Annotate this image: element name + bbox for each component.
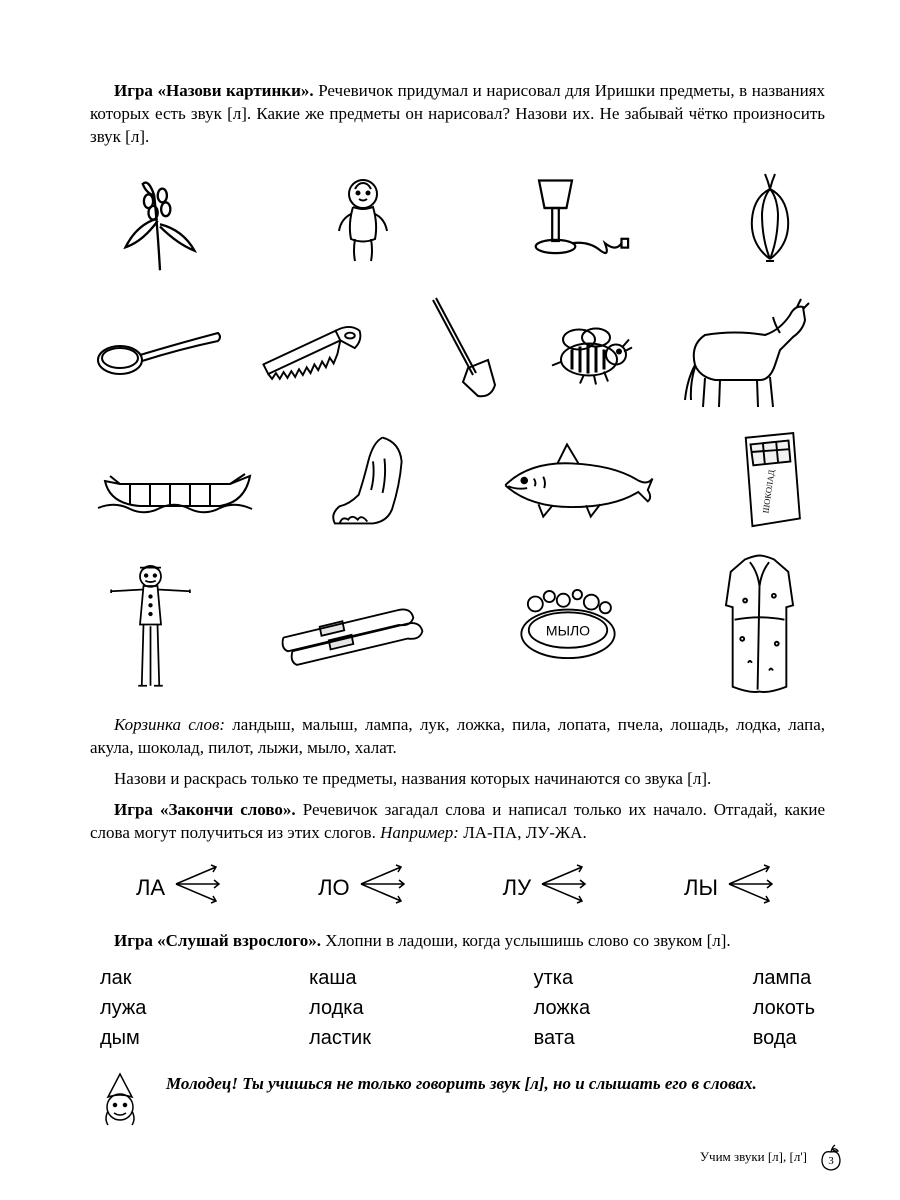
saw-icon — [246, 300, 376, 400]
game2-example: ЛА-ПА, ЛУ-ЖА. — [459, 823, 587, 842]
game2-example-label: Например: — [380, 823, 459, 842]
game2-title: Игра «Закончи слово». — [114, 800, 296, 819]
picture-row-3: ШОКОЛАД — [90, 421, 825, 541]
svg-text:3: 3 — [828, 1155, 834, 1167]
game3-title: Игра «Слушай взрослого». — [114, 931, 321, 950]
word-col-1: лак лужа дым — [100, 963, 146, 1053]
game1-title: Игра «Назови картинки». — [114, 81, 314, 100]
lily-icon — [90, 159, 230, 279]
horse-icon — [665, 285, 825, 415]
syllable-lu: ЛУ — [503, 859, 592, 917]
svg-text:МЫЛО: МЫЛО — [546, 623, 590, 639]
congrats-text: Молодец! Ты учишься не только говорить з… — [166, 1069, 757, 1096]
game3-paragraph: Игра «Слушай взрослого». Хлопни в ладоши… — [90, 930, 825, 953]
soap-icon: МЫЛО — [493, 574, 643, 674]
word-table: лак лужа дым каша лодка ластик утка ложк… — [100, 963, 815, 1053]
svg-text:ШОКОЛАД: ШОКОЛАД — [761, 469, 777, 514]
lamp-icon — [497, 159, 647, 279]
chocolate-icon: ШОКОЛАД — [715, 421, 825, 541]
word-col-4: лампа локоть вода — [753, 963, 815, 1053]
word-col-3: утка ложка вата — [534, 963, 590, 1053]
arrows-icon — [537, 859, 592, 917]
arrows-icon — [171, 859, 226, 917]
syllable-ly: ЛЫ — [684, 859, 779, 917]
picture-row-1 — [90, 159, 825, 279]
arrows-icon — [356, 859, 411, 917]
skis-icon — [262, 569, 442, 679]
picture-grid: ШОКОЛАД — [90, 159, 825, 702]
pilot-icon — [90, 547, 210, 702]
syllable-row: ЛА ЛО ЛУ ЛЫ — [90, 859, 825, 917]
shovel-icon — [393, 290, 513, 410]
game2-paragraph: Игра «Закончи слово». Речевичок загадал … — [90, 799, 825, 845]
paw-icon — [308, 426, 438, 536]
word-col-2: каша лодка ластик — [309, 963, 371, 1053]
basket-paragraph: Корзинка слов: ландыш, малыш, лампа, лук… — [90, 714, 825, 760]
robe-icon — [695, 547, 825, 702]
page-footer: Учим звуки [л], [л'] 3 — [700, 1142, 845, 1172]
instruction-color: Назови и раскрась только те предметы, на… — [90, 768, 825, 791]
bee-icon — [529, 300, 649, 400]
picture-row-2 — [90, 285, 825, 415]
syllable-lo: ЛО — [318, 859, 411, 917]
apple-icon: 3 — [817, 1142, 845, 1172]
spoon-icon — [90, 300, 230, 400]
footer-text: Учим звуки [л], [л'] — [700, 1148, 807, 1166]
gnome-icon — [90, 1069, 150, 1136]
baby-icon — [298, 159, 428, 279]
boat-icon — [90, 433, 260, 528]
shark-icon — [487, 431, 667, 531]
picture-row-4: МЫЛО — [90, 547, 825, 702]
basket-label: Корзинка слов: — [114, 715, 225, 734]
congrats-block: Молодец! Ты учишься не только говорить з… — [90, 1069, 825, 1136]
game3-text: Хлопни в ладоши, когда услышишь слово со… — [321, 931, 731, 950]
game1-paragraph: Игра «Назови картинки». Речевичок придум… — [90, 80, 825, 149]
onion-icon — [715, 159, 825, 279]
syllable-la: ЛА — [136, 859, 226, 917]
arrows-icon — [724, 859, 779, 917]
